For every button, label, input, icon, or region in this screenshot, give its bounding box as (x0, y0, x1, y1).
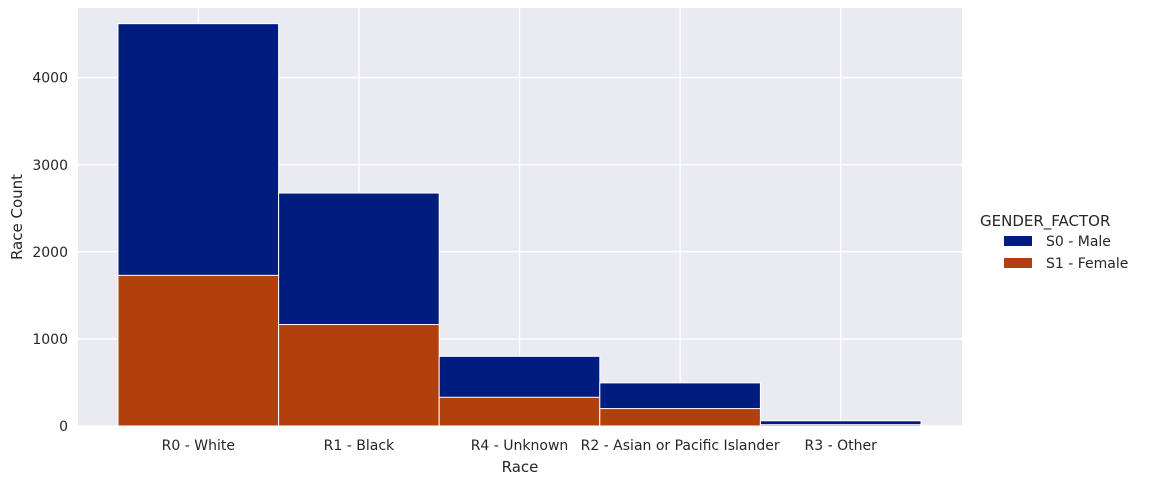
bar-female (759, 424, 922, 427)
legend-title: GENDER_FACTOR (980, 212, 1110, 231)
y-tick-label: 1000 (32, 332, 68, 348)
bar-female (278, 324, 440, 427)
legend-swatch (1004, 258, 1032, 268)
bar-female (438, 396, 601, 427)
bars (117, 23, 922, 427)
y-tick-labels: 0 1000 2000 3000 4000 (32, 71, 68, 435)
x-tick-label: R2 - Asian or Pacific Islander (581, 438, 780, 454)
x-axis-label: Race (502, 458, 539, 476)
x-tick-label: R1 - Black (324, 438, 395, 454)
x-tick-labels: R0 - White R1 - Black R4 - Unknown R2 - Asi… (162, 438, 877, 454)
legend: GENDER_FACTOR S0 - Male S1 - Female (980, 212, 1128, 272)
x-tick-label: R4 - Unknown (471, 438, 569, 454)
x-tick-label: R3 - Other (805, 438, 878, 454)
bar-female (599, 408, 761, 427)
legend-entry-label: S0 - Male (1046, 234, 1111, 250)
y-tick-label: 4000 (32, 71, 68, 87)
y-tick-label: 3000 (32, 158, 68, 174)
bar-female (117, 274, 280, 427)
y-axis-label: Race Count (8, 174, 26, 260)
y-tick-label: 0 (59, 419, 68, 435)
x-tick-label: R0 - White (162, 438, 235, 454)
legend-swatch (1004, 236, 1032, 246)
legend-entry-label: S1 - Female (1046, 256, 1128, 272)
y-tick-label: 2000 (32, 245, 68, 261)
